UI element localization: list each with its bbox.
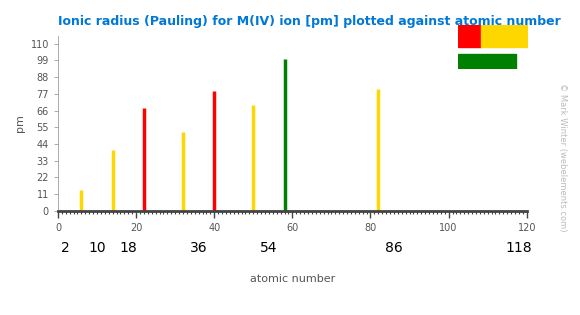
X-axis label: atomic number: atomic number	[250, 274, 335, 284]
Text: © Mark Winter (webelements.com): © Mark Winter (webelements.com)	[558, 83, 567, 232]
Bar	[505, 25, 528, 47]
Text: Ionic radius (Pauling) for M(IV) ion [pm] plotted against atomic number: Ionic radius (Pauling) for M(IV) ion [pm…	[58, 15, 561, 28]
Bar	[458, 25, 481, 47]
Y-axis label: pm: pm	[15, 115, 25, 133]
Bar	[458, 54, 516, 69]
Bar	[481, 25, 505, 47]
